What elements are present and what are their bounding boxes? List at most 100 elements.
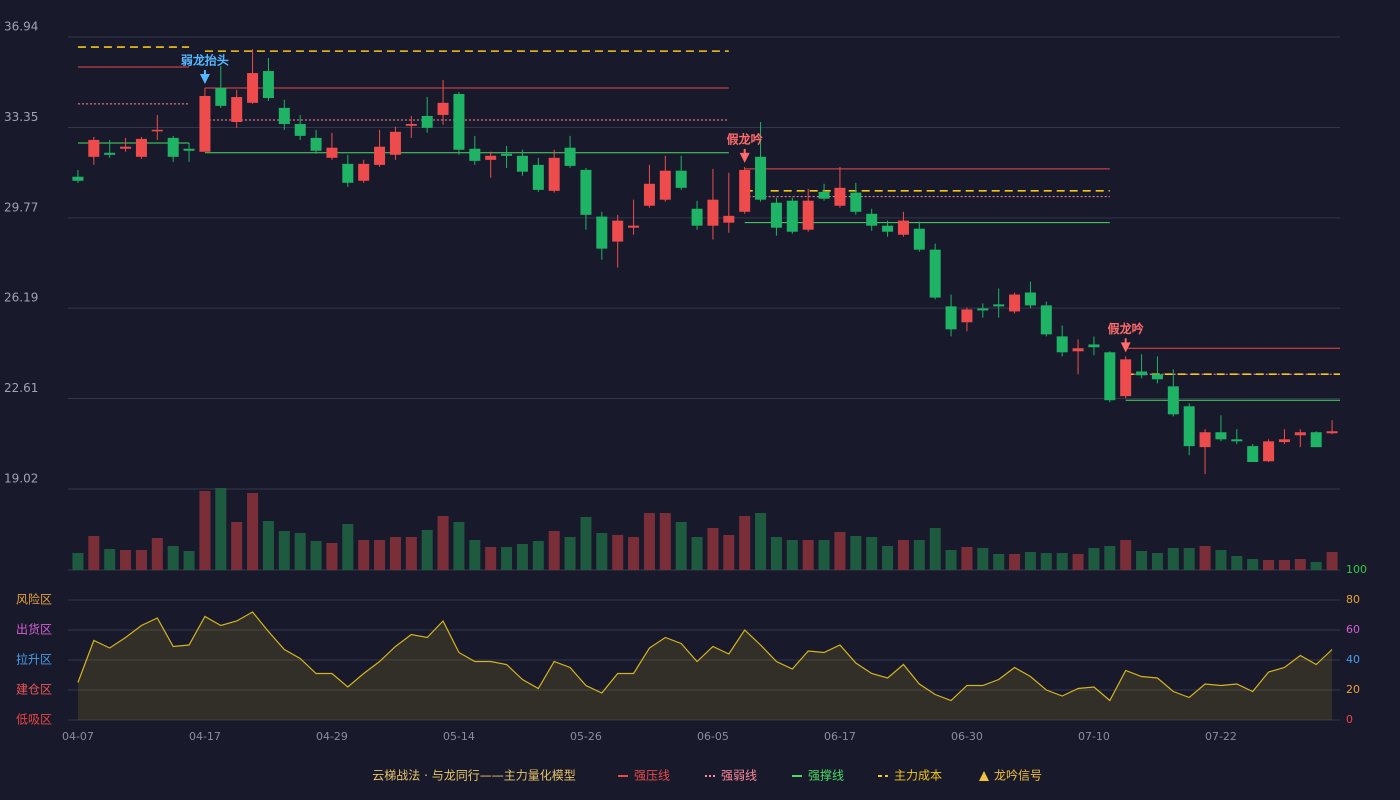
candle-body	[1183, 406, 1195, 447]
candle-body	[612, 220, 624, 242]
volume-bar	[231, 522, 243, 570]
legend-label: 龙吟信号	[994, 768, 1042, 783]
volume-bar	[612, 535, 624, 570]
volume-bar	[1231, 556, 1243, 570]
volume-bar	[421, 530, 433, 570]
candle-body	[993, 304, 1005, 307]
candle-body	[643, 183, 655, 206]
volume-bar	[1136, 551, 1148, 570]
candle-body	[1247, 446, 1259, 463]
candle-body	[1136, 371, 1148, 376]
volume-bar	[278, 531, 290, 570]
volume-bar	[262, 521, 274, 570]
legend-title: 云梯战法 · 与龙同行——主力量化模型	[372, 769, 575, 783]
candle-body	[1151, 374, 1163, 380]
volume-bar	[358, 540, 370, 570]
volume-bar	[1310, 562, 1322, 570]
candle-body	[405, 124, 417, 126]
candle-body	[707, 199, 719, 226]
volume-bar	[913, 540, 925, 570]
volume-bar	[707, 528, 719, 570]
candle-body	[135, 138, 147, 157]
zone-label: 拉升区	[16, 652, 52, 667]
candle-body	[437, 102, 449, 115]
candle-body	[913, 228, 925, 250]
volume-bar	[866, 537, 878, 570]
y2-tick-label: 40	[1346, 653, 1360, 666]
x-tick-label: 06-05	[697, 730, 729, 743]
volume-bar	[199, 491, 211, 570]
volume-bar	[485, 547, 497, 570]
candle-body	[802, 200, 814, 230]
volume-bar	[993, 554, 1005, 570]
volume-bar	[1072, 554, 1084, 570]
signal-label: 弱龙抬头	[181, 52, 229, 67]
candle-body	[532, 164, 544, 190]
candle-body	[72, 176, 84, 181]
candle-body	[278, 107, 290, 125]
candle-body	[1199, 432, 1211, 448]
volume-bar	[802, 540, 814, 570]
volume-bar	[405, 537, 417, 570]
volume-bar	[501, 547, 513, 570]
volume-bar	[1104, 546, 1116, 570]
signal-label: 假龙吟	[727, 131, 763, 146]
volume-bar	[1326, 552, 1338, 570]
volume-bar	[151, 538, 163, 570]
volume-bar	[818, 540, 830, 570]
y2-tick-label: 100	[1346, 563, 1367, 576]
legend-label: 强压线	[634, 769, 670, 783]
volume-bar	[580, 517, 592, 570]
volume-bar	[977, 548, 989, 570]
y-tick-label: 22.61	[4, 381, 38, 395]
volume-bar	[1088, 548, 1100, 570]
indicator-line	[77, 611, 1333, 702]
volume-bar	[643, 513, 655, 570]
legend-label: 强弱线	[721, 769, 757, 783]
candle-body	[1263, 441, 1275, 462]
volume-bar	[786, 540, 798, 570]
x-tick-label: 06-17	[824, 730, 856, 743]
candle-body	[945, 306, 957, 330]
x-tick-label: 05-26	[570, 730, 602, 743]
signal-arrow	[739, 152, 750, 163]
volume-bar	[104, 549, 116, 570]
volume-bar	[945, 550, 957, 570]
candle-body	[1167, 386, 1179, 415]
candle-body	[1024, 292, 1036, 306]
candle-body	[897, 220, 909, 235]
x-tick-label: 04-29	[316, 730, 348, 743]
candle-body	[231, 97, 243, 123]
candle-body	[310, 137, 322, 151]
volume-bar	[215, 488, 227, 570]
candle-body	[421, 115, 433, 128]
candle-body	[834, 187, 846, 206]
candle-body	[596, 216, 608, 249]
volume-bar	[882, 546, 894, 570]
signal-label: 假龙吟	[1108, 321, 1144, 336]
volume-bar	[1151, 553, 1163, 570]
x-tick-label: 07-10	[1078, 730, 1110, 743]
candle-body	[1120, 359, 1132, 397]
volume-bar	[310, 541, 322, 570]
candle-body	[151, 129, 163, 132]
x-tick-label: 04-17	[189, 730, 221, 743]
candle-body	[675, 170, 687, 188]
y2-tick-label: 0	[1346, 713, 1353, 726]
candle-body	[262, 71, 274, 99]
volume-bar	[1040, 553, 1052, 570]
candle-body	[1278, 439, 1290, 443]
volume-bar	[1167, 548, 1179, 570]
candle-body	[374, 146, 386, 165]
volume-bar	[1294, 559, 1306, 570]
volume-bar	[850, 536, 862, 570]
zone-label: 低吸区	[16, 713, 52, 727]
signal-arrow	[1120, 342, 1131, 353]
candle-body	[453, 94, 465, 150]
volume-bar	[437, 516, 449, 570]
candle-body	[770, 202, 782, 228]
legend-label: 强撑线	[808, 768, 844, 783]
volume-bar	[453, 522, 465, 570]
volume-bar	[548, 531, 560, 570]
